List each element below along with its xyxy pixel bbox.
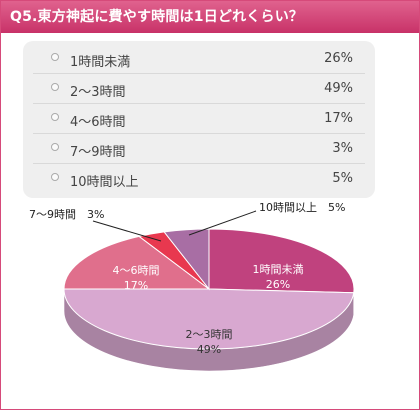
legend-row: 7〜9時間 3%: [33, 134, 365, 164]
bullet-icon: [51, 173, 59, 181]
legend-label: 7〜9時間: [70, 145, 126, 160]
legend-percent: 5%: [332, 171, 353, 186]
bullet-icon: [51, 113, 59, 121]
legend-label: 10時間以上: [70, 175, 139, 190]
legend-label: 4〜6時間: [70, 115, 126, 130]
bullet-icon: [51, 143, 59, 151]
pie-slice-3: [63, 235, 211, 290]
pie-slice-5: [163, 228, 210, 291]
legend-row: 2〜3時間 49%: [33, 74, 365, 104]
pie-slice-2: [63, 288, 355, 350]
legend-label: 2〜3時間: [70, 85, 126, 100]
legend-percent: 17%: [324, 111, 353, 126]
outside-slice-label: 7〜9時間 3%: [29, 208, 104, 221]
leader-line: [92, 220, 162, 242]
slice-label: 1時間未満: [253, 263, 304, 276]
slice-label: 2〜3時間: [186, 328, 233, 341]
legend-percent: 26%: [324, 51, 353, 66]
bullet-icon: [51, 53, 59, 61]
bullet-icon: [51, 83, 59, 91]
legend-panel: 1時間未満 26% 2〜3時間 49% 4〜6時間 17% 7〜9時間 3% 1…: [23, 41, 375, 198]
slice-value: 49%: [197, 343, 221, 356]
pie-slice-1: [208, 228, 355, 294]
legend-percent: 49%: [324, 81, 353, 96]
leader-line: [188, 210, 257, 236]
legend-row: 4〜6時間 17%: [33, 104, 365, 134]
pie-chart: 1時間未満 26% 2〜3時間 49% 4〜6時間 17% 7〜9時間 3% 10時間以上 5…: [29, 201, 355, 372]
outside-slice-label: 10時間以上 5%: [259, 201, 345, 214]
legend-label: 1時間未満: [70, 55, 131, 70]
slice-value: 26%: [266, 278, 290, 291]
slice-label: 4〜6時間: [113, 264, 160, 277]
legend-percent: 3%: [332, 141, 353, 156]
question-title: Q5.東方神起に費やす時間は1日どれくらい？: [1, 1, 419, 33]
legend-row: 1時間未満 26%: [33, 44, 365, 74]
slice-value: 17%: [124, 279, 148, 292]
legend-row: 10時間以上 5%: [33, 164, 365, 193]
